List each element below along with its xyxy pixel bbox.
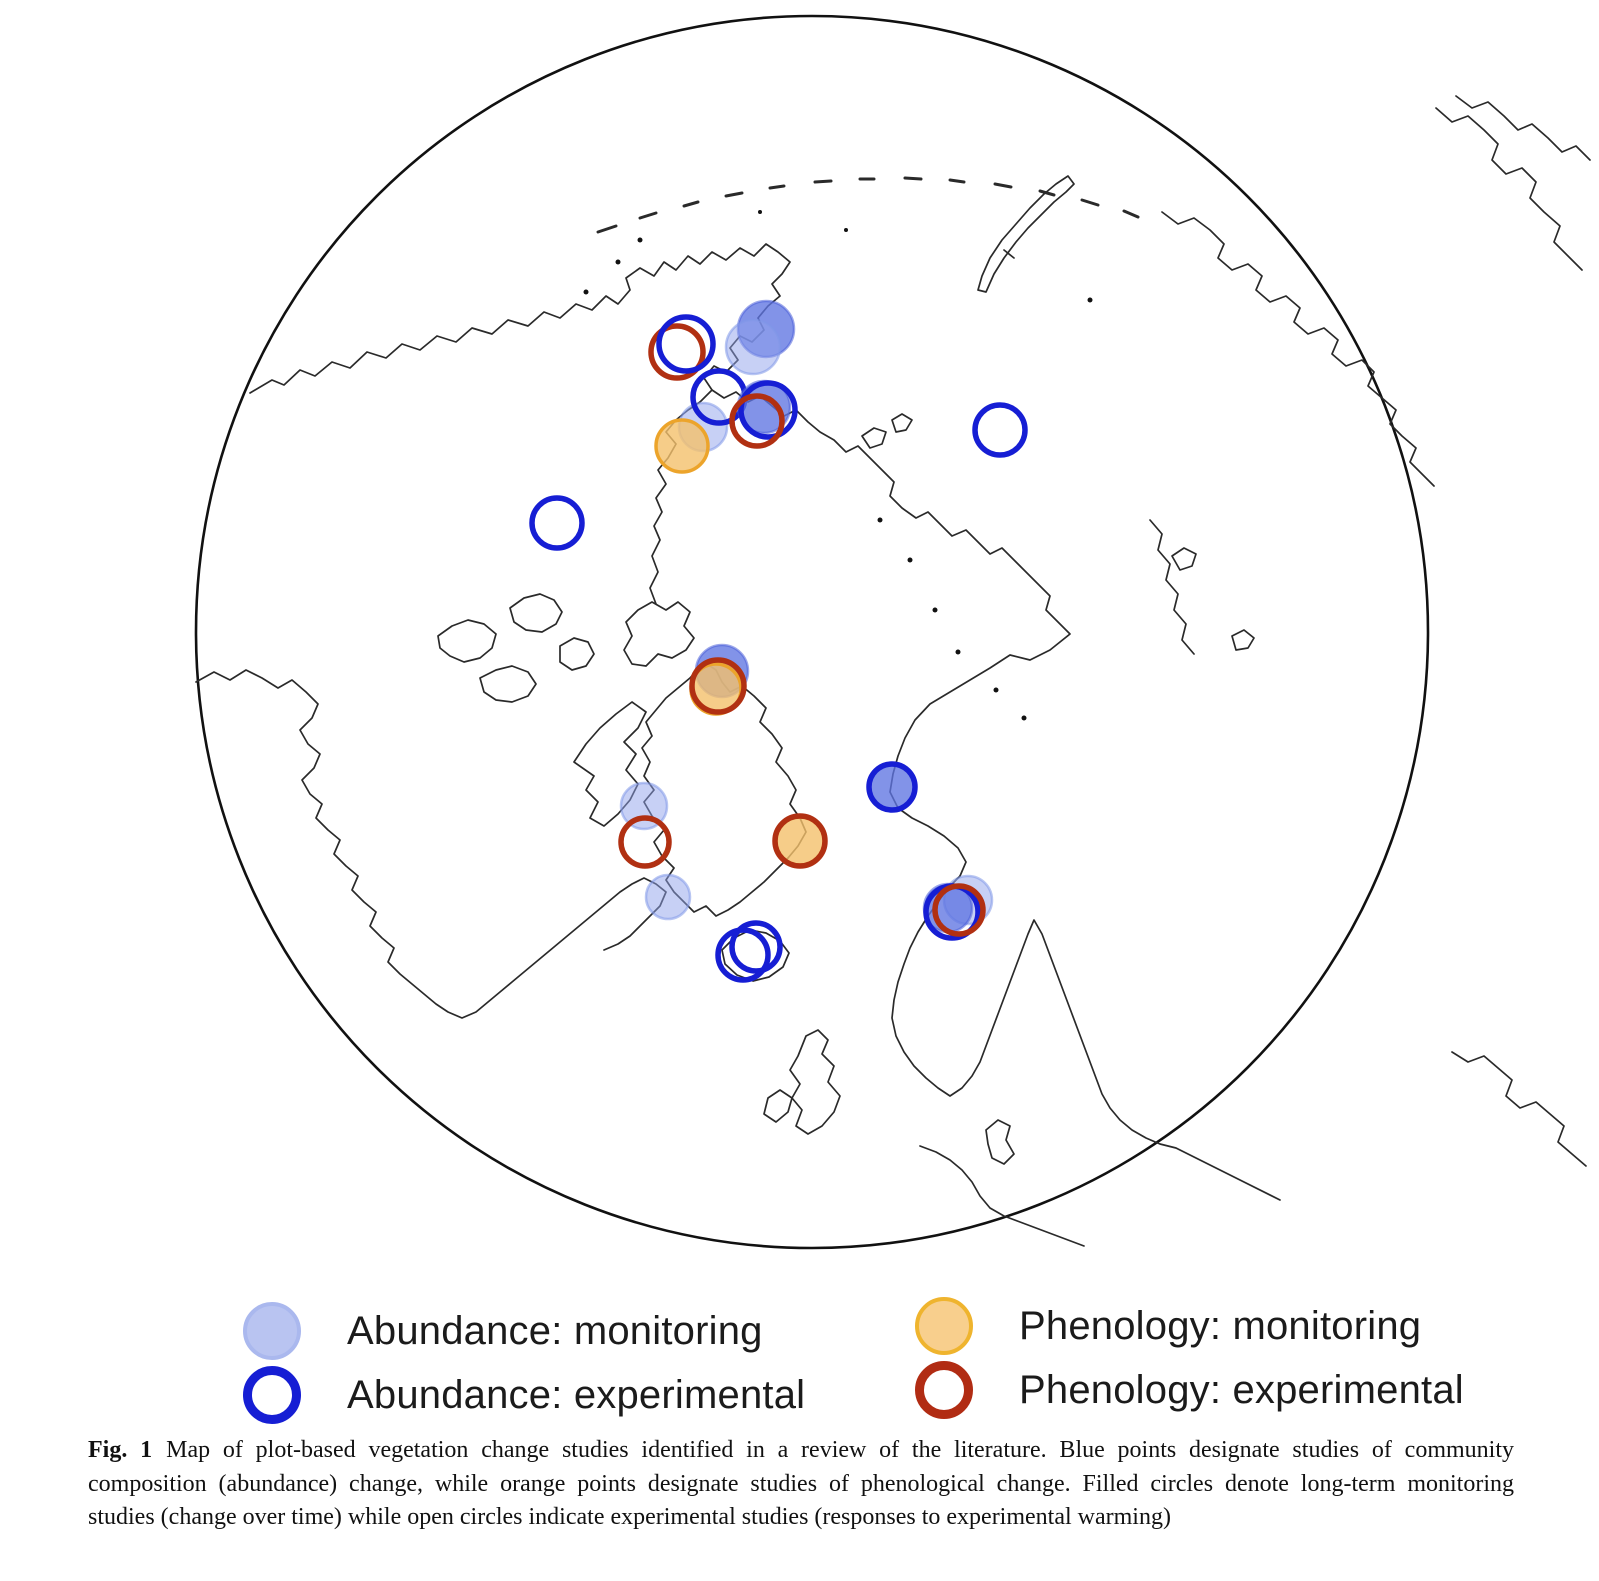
figure-label: Fig. 1 xyxy=(88,1437,153,1463)
map-circle-boundary xyxy=(194,14,1430,1250)
legend-item-phenology-monitoring: Phenology: monitoring xyxy=(915,1297,1464,1355)
map-marker-abundance-monitoring xyxy=(724,318,782,376)
coastline-dashed-islands xyxy=(596,176,1140,234)
coastline-archipelago-island xyxy=(559,637,595,671)
coastline-kamchatka-2 xyxy=(1455,95,1591,161)
coastline-novaya-notch xyxy=(1003,249,1015,259)
coastline-greenland xyxy=(641,661,807,917)
coastline-kamchatka xyxy=(1435,107,1583,271)
small-island-dots xyxy=(583,210,1093,721)
map-marker-phenology-experimental xyxy=(932,883,986,937)
legend-column-abundance: Abundance: monitoring Abundance: experim… xyxy=(243,1302,805,1430)
map-marker-phenology-experimental xyxy=(618,815,672,869)
coastline-svalbard xyxy=(891,413,913,433)
caption-line: studies (change over time) while open ci… xyxy=(88,1504,1171,1530)
coastline-great-britain xyxy=(789,1029,841,1135)
coastline-island xyxy=(1231,629,1255,651)
map-marker-abundance-monitoring xyxy=(644,873,692,921)
caption-text: Map of plot-based vegetation change stud… xyxy=(166,1437,1514,1463)
abundance-experimental-swatch-icon xyxy=(243,1366,301,1424)
coastline-europe xyxy=(919,1145,1085,1247)
caption-line: composition (abundance) change, while or… xyxy=(88,1470,1514,1497)
map-marker-phenology-monitoring xyxy=(654,418,710,474)
coastline-archipelago-island xyxy=(479,665,537,703)
legend-label: Phenology: monitoring xyxy=(1019,1303,1422,1348)
coastline-scandinavia xyxy=(891,875,1281,1201)
phenology-monitoring-swatch-icon xyxy=(915,1297,973,1355)
legend-label: Abundance: experimental xyxy=(347,1372,806,1417)
map-marker-abundance-experimental xyxy=(529,495,585,551)
coastline-layer xyxy=(195,95,1591,1247)
legend-item-abundance-monitoring: Abundance: monitoring xyxy=(243,1302,805,1360)
coastline-fareast-russia xyxy=(1161,211,1435,487)
coastline-archipelago-island xyxy=(437,619,497,663)
coastline-island xyxy=(1171,547,1197,571)
legend-column-phenology: Phenology: monitoring Phenology: experim… xyxy=(915,1297,1464,1425)
coastline-novaya-zemlya xyxy=(977,175,1075,293)
coastline-denmark xyxy=(985,1119,1015,1165)
figure-caption: Fig. 1 Map of plot-based vegetation chang… xyxy=(88,1434,1514,1535)
coastline-svalbard xyxy=(861,427,887,449)
coastline-ireland xyxy=(763,1089,793,1123)
phenology-experimental-swatch-icon xyxy=(915,1361,973,1419)
map-marker-abundance-experimental xyxy=(729,920,783,974)
abundance-monitoring-swatch-icon xyxy=(243,1302,301,1360)
coastline-archipelago-island xyxy=(509,593,563,633)
map-marker-abundance-experimental xyxy=(656,314,716,374)
map-marker-abundance-experimental xyxy=(738,380,798,440)
coastline-ellesmere xyxy=(623,601,695,667)
coastline-ob-estuary xyxy=(1149,519,1195,655)
coastline-baltic-outside xyxy=(1451,1051,1587,1167)
map-marker-phenology-experimental xyxy=(689,657,747,715)
map-marker-abundance-experimental xyxy=(866,761,918,813)
coastline-north-america xyxy=(195,669,667,1019)
legend-item-abundance-experimental: Abundance: experimental xyxy=(243,1366,805,1424)
study-markers-layer xyxy=(529,299,1028,983)
legend-item-phenology-experimental: Phenology: experimental xyxy=(915,1361,1464,1419)
map-marker-abundance-experimental xyxy=(972,402,1028,458)
coastline-baffin xyxy=(573,701,647,827)
map-marker-phenology-experimental xyxy=(729,393,785,449)
map-marker-phenology-experimental xyxy=(772,813,828,869)
map-marker-phenology-experimental xyxy=(648,323,706,381)
legend-label: Phenology: experimental xyxy=(1019,1367,1464,1412)
legend-label: Abundance: monitoring xyxy=(347,1308,763,1353)
caption-line: Fig. 1 Map of plot-based vegetation chang… xyxy=(88,1434,1514,1468)
